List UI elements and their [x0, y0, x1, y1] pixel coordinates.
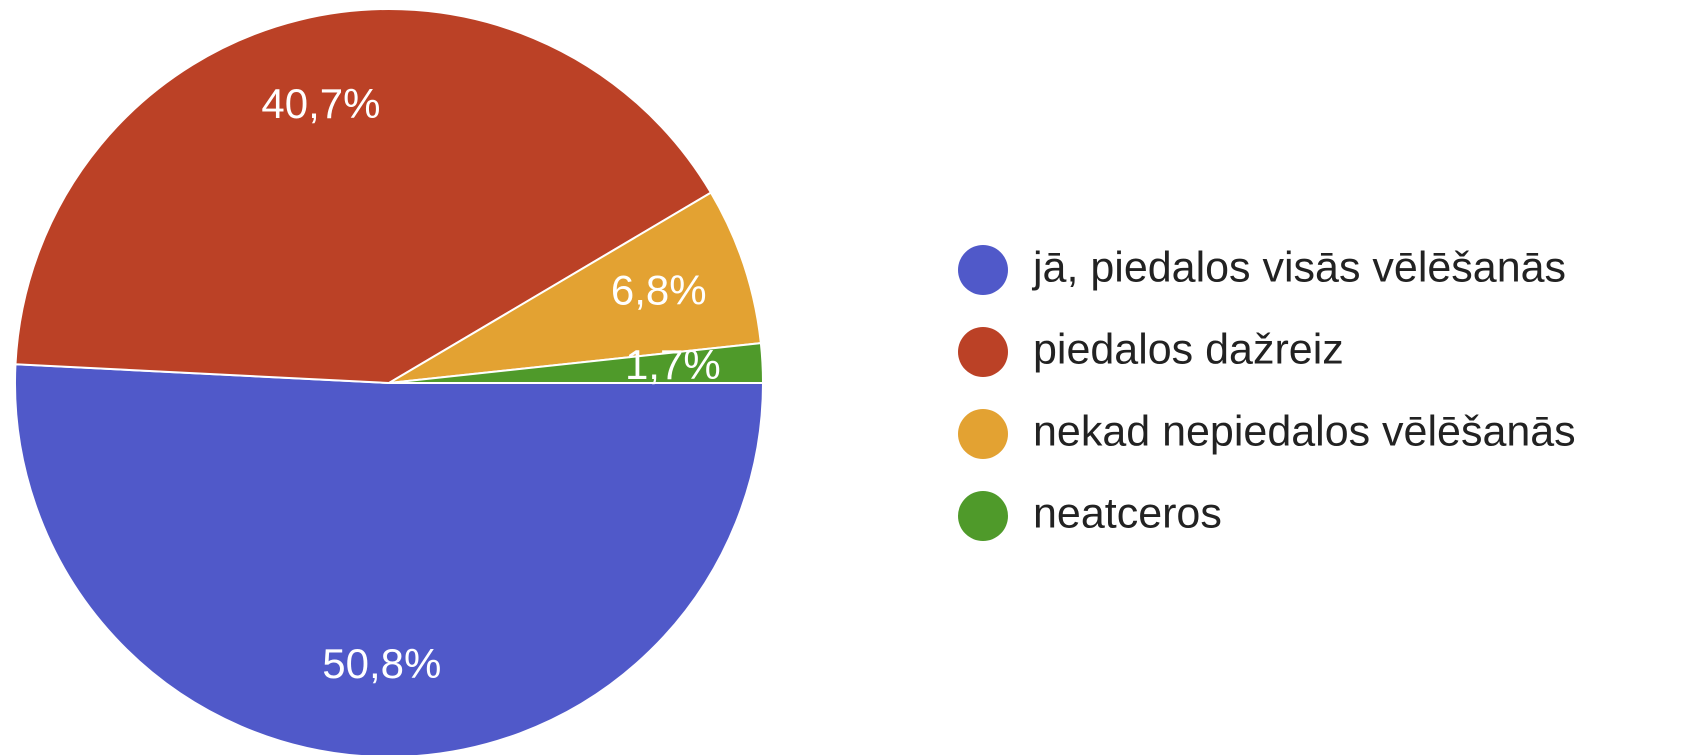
legend-marker: [958, 245, 1008, 295]
value-label: 50,8%: [322, 640, 441, 687]
pie-slice: [388, 342, 765, 384]
legend-label: piedalos dažreiz: [1033, 325, 1344, 373]
legend-marker: [958, 409, 1008, 459]
pie-slice: [14, 8, 713, 385]
value-label: 1,7%: [625, 341, 721, 388]
value-label: 40,7%: [261, 80, 380, 127]
value-label: 6,8%: [611, 267, 707, 314]
legend-label: nekad nepiedalos vēlēšanās: [1033, 407, 1576, 455]
legend-label: jā, piedalos visās vēlēšanās: [1031, 243, 1566, 291]
legend-marker: [958, 491, 1008, 541]
pie-slice: [388, 191, 762, 384]
legend-label: neatceros: [1033, 489, 1222, 537]
pie-slice: [14, 363, 765, 755]
legend-marker: [958, 327, 1008, 377]
